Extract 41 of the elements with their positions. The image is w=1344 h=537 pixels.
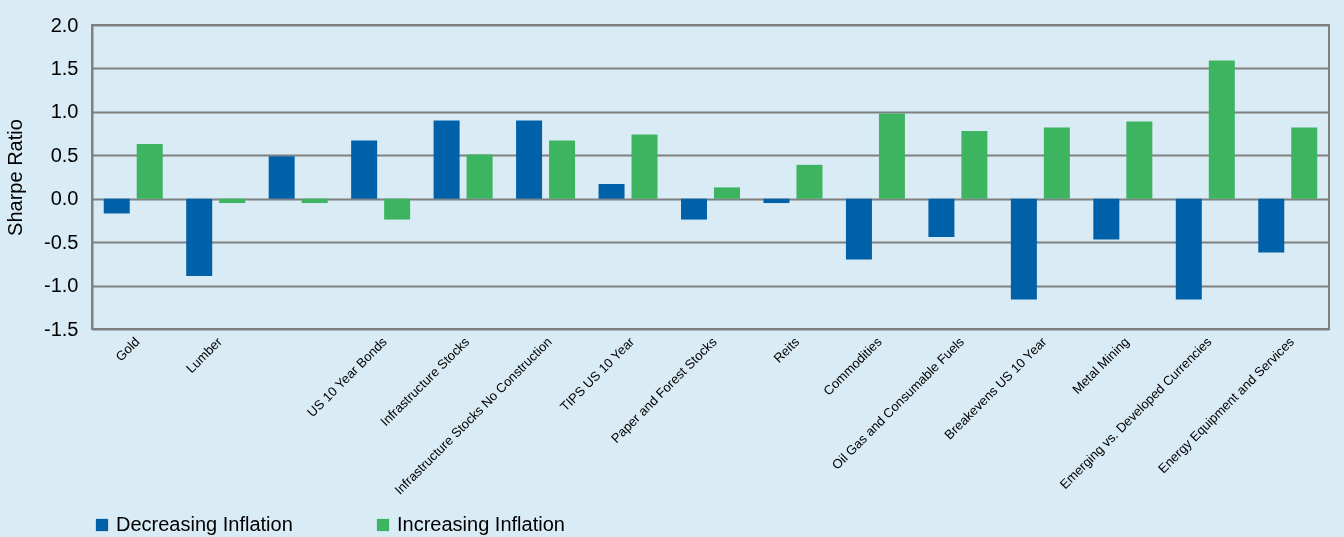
y-tick-label: -1.0	[44, 274, 79, 297]
bar	[1126, 121, 1153, 199]
bar	[103, 198, 130, 214]
bar	[351, 140, 378, 199]
bar	[516, 120, 543, 199]
bar	[219, 198, 246, 204]
bar	[1175, 198, 1202, 300]
legend-label: Increasing Inflation	[397, 513, 565, 535]
bar	[598, 183, 625, 199]
bar	[384, 198, 411, 220]
y-tick-label: 1.5	[50, 56, 79, 79]
bar	[796, 164, 823, 199]
y-tick-label: -0.5	[44, 230, 79, 253]
bar	[186, 198, 213, 277]
y-tick-label: 2.0	[50, 13, 79, 36]
bar	[878, 113, 905, 199]
bar	[1208, 60, 1235, 199]
bar	[1043, 127, 1070, 199]
bar	[961, 130, 988, 199]
bar	[713, 187, 740, 199]
bar	[268, 156, 295, 199]
bar	[681, 198, 708, 220]
bar	[466, 154, 493, 199]
bar	[763, 198, 790, 204]
bar	[549, 140, 576, 199]
y-axis-title: Sharpe Ratio	[4, 119, 27, 236]
y-tick-label: 1.0	[50, 100, 79, 123]
bar	[1010, 198, 1037, 300]
bar	[1093, 198, 1120, 240]
y-tick-label: 0.0	[50, 187, 79, 210]
legend-label: Decreasing Inflation	[116, 513, 293, 535]
y-tick-label: -1.5	[44, 317, 79, 340]
y-tick-label: 0.5	[50, 143, 79, 166]
bar	[845, 198, 872, 260]
bar	[1291, 127, 1318, 199]
bar	[1258, 198, 1285, 253]
bar	[631, 134, 658, 199]
bar	[136, 143, 163, 199]
bar	[433, 120, 460, 199]
bar	[928, 198, 955, 237]
bar	[301, 198, 328, 204]
